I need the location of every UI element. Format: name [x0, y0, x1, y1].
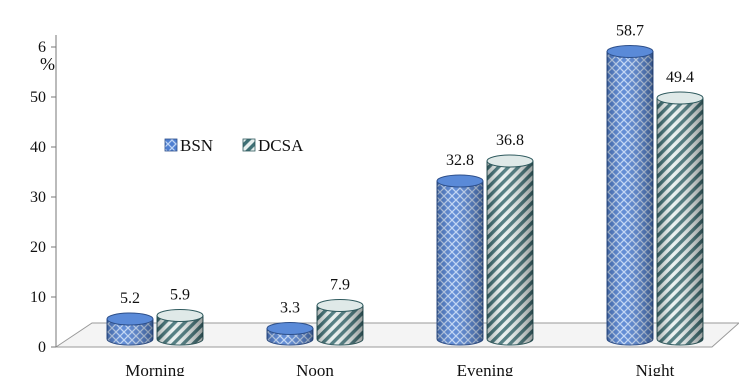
y-tick-label: 30	[30, 189, 46, 206]
data-label: 5.9	[170, 287, 190, 304]
bar-dcsa-noon	[316, 299, 364, 346]
data-label: 7.9	[330, 277, 350, 294]
legend: BSN DCSA	[164, 136, 304, 155]
x-category-label: Night	[636, 361, 675, 376]
bar-top	[436, 174, 484, 188]
bar-bsn-evening	[436, 174, 484, 346]
bar-shading	[607, 51, 653, 345]
bar-dcsa-evening	[486, 154, 534, 346]
y-axis-unit-label: %	[40, 54, 55, 74]
legend-swatch-dcsa	[242, 138, 256, 152]
bar-shading	[657, 98, 703, 345]
bar-bsn-noon	[266, 322, 314, 346]
bar-shading	[157, 315, 203, 345]
x-category-label: Evening	[457, 361, 514, 376]
legend-label-bsn: BSN	[180, 136, 213, 155]
bar-top	[106, 312, 154, 326]
bar-shading	[317, 305, 363, 345]
data-label: 3.3	[280, 300, 300, 317]
bar-top	[486, 154, 534, 168]
y-tick-label: 40	[30, 139, 46, 156]
data-label: 36.8	[496, 132, 524, 149]
y-axis: 0 10 20 30 40 50 6	[30, 35, 57, 356]
y-tick-label: 20	[30, 239, 46, 256]
bar-shading	[107, 319, 153, 345]
data-label: 58.7	[616, 23, 644, 40]
chart-floor	[54, 322, 739, 348]
data-label: 32.8	[446, 152, 474, 169]
bar-top	[606, 45, 654, 58]
bar-bsn-night	[606, 45, 654, 346]
bar-dcsa-night	[656, 91, 704, 346]
bar-shading	[437, 181, 483, 345]
bar-dcsa-morning	[156, 309, 204, 346]
bar-shading	[487, 161, 533, 345]
floor-plane	[54, 322, 739, 348]
bar-top	[266, 322, 314, 335]
y-tick-label: 10	[30, 289, 46, 306]
bars-group	[106, 45, 704, 346]
y-tick-label: 0	[38, 339, 46, 356]
labels-group: Morning Noon Evening Night 5.2 5.9 3.3 7.9 32.8 3…	[120, 23, 694, 381]
x-category-label: Morning	[125, 361, 185, 376]
legend-label-dcsa: DCSA	[258, 136, 304, 155]
x-category-label: Noon	[296, 361, 334, 376]
y-tick-label: 50	[30, 89, 46, 106]
bar-top	[156, 309, 204, 322]
y-tick-label: 6	[38, 39, 46, 56]
bar-bsn-morning	[106, 312, 154, 346]
legend-swatch-bsn	[164, 138, 178, 152]
bar-top	[316, 299, 364, 312]
data-label: 49.4	[666, 69, 694, 86]
data-label: 5.2	[120, 290, 140, 307]
bar-top	[656, 91, 704, 105]
